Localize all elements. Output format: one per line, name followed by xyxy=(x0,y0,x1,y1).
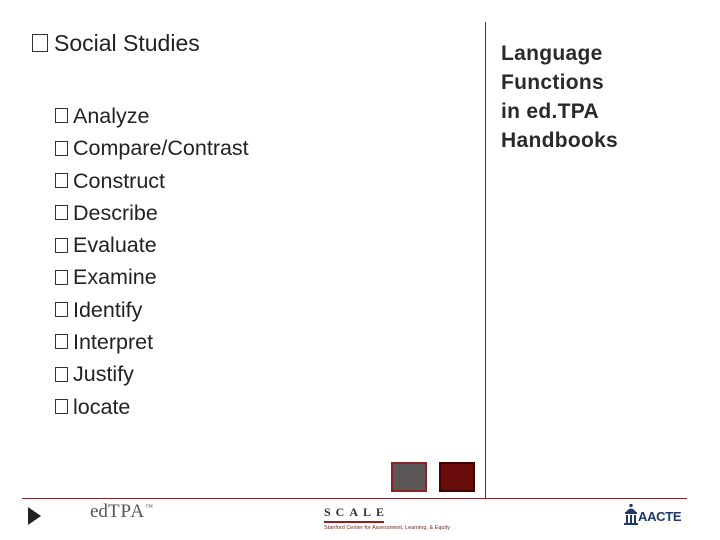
square-bullet-icon xyxy=(55,269,68,285)
slide-title-line: in ed.TPA xyxy=(501,100,599,123)
vertical-divider xyxy=(485,22,486,498)
footer-divider xyxy=(22,498,687,499)
scale-logo: SCALE Stanford Center for Assessment, Le… xyxy=(324,505,450,531)
square-bullet-icon xyxy=(55,108,68,124)
square-bullet-icon xyxy=(55,366,68,382)
slide-title: Language Functions in ed.TPA Handbooks xyxy=(501,39,711,155)
slide-title-line: Language xyxy=(501,42,603,65)
section-heading-text: Social Studies xyxy=(54,30,200,56)
list-item: Compare/Contrast xyxy=(55,133,249,165)
square-bullet-icon xyxy=(55,237,68,253)
slide-title-line: Functions xyxy=(501,71,605,94)
square-bullet-icon xyxy=(32,33,48,52)
list-item: Interpret xyxy=(55,327,249,359)
list-item: Justify xyxy=(55,359,249,391)
edtpa-logo: edTPA™ xyxy=(90,501,153,522)
section-heading: Social Studies xyxy=(32,30,200,57)
list-item: Describe xyxy=(55,198,249,230)
list-item: Evaluate xyxy=(55,230,249,262)
decorative-square-maroon xyxy=(439,462,475,492)
aacte-logo: AACTE xyxy=(624,503,688,527)
square-bullet-icon xyxy=(55,399,68,414)
square-bullet-icon xyxy=(55,172,68,188)
list-item: locate xyxy=(55,392,249,424)
square-bullet-icon xyxy=(55,140,68,156)
list-item: Identify xyxy=(55,295,249,327)
play-arrow-icon[interactable] xyxy=(28,507,41,525)
slide-title-line: Handbooks xyxy=(501,129,619,152)
list-item: Examine xyxy=(55,262,249,294)
square-bullet-icon xyxy=(55,334,68,350)
building-icon xyxy=(624,504,638,525)
scale-logo-bar xyxy=(324,521,384,523)
language-function-list: Analyze Compare/Contrast Construct Descr… xyxy=(55,101,249,424)
square-bullet-icon xyxy=(55,302,68,318)
square-bullet-icon xyxy=(55,205,68,221)
list-item: Analyze xyxy=(55,101,249,133)
decorative-square-grey xyxy=(391,462,427,492)
list-item: Construct xyxy=(55,166,249,198)
